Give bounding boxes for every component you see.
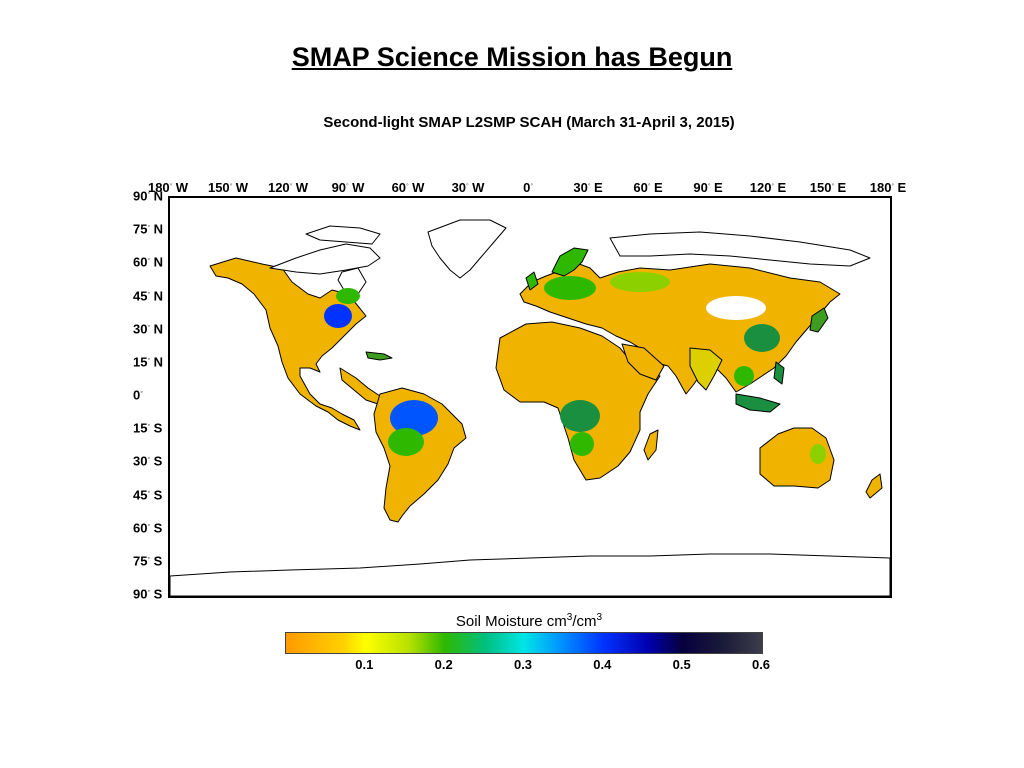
longitude-label-3: 90◦ W	[331, 180, 365, 195]
arctic-islands-outline	[305, 225, 381, 245]
longitude-label-4: 60◦ W	[391, 180, 425, 195]
greenland-outline	[427, 219, 507, 279]
colorbar-tick-4: 0.5	[672, 657, 691, 672]
longitude-label-8: 60◦ E	[633, 180, 663, 195]
wet-region-china	[744, 324, 780, 352]
madagascar-landmass	[643, 429, 659, 461]
colorbar-label-sup2: 3	[596, 612, 603, 623]
philippines	[773, 361, 785, 385]
latitude-label-7: 15◦ S	[133, 420, 163, 436]
latitude-label-4: 30◦ N	[133, 321, 163, 337]
longitude-label-0: 180◦ W	[147, 180, 189, 195]
latitude-label-3: 45◦ N	[133, 288, 163, 303]
colorbar-tick-1: 0.2	[434, 657, 453, 672]
soil-moisture-map	[168, 196, 892, 598]
colorbar-tick-0: 0.1	[355, 657, 374, 672]
canada-arctic-outline	[269, 243, 381, 275]
latitude-label-8: 30◦ S	[133, 453, 163, 469]
new-zealand	[865, 473, 883, 499]
latitude-label-11: 75◦ S	[133, 553, 163, 569]
colorbar-label-mid: /cm	[572, 613, 597, 630]
north-america-landmass	[209, 257, 367, 431]
wet-region-south-africa	[570, 432, 594, 456]
latitude-label-0: 90◦ N	[133, 188, 163, 204]
wet-region-eastern-us	[324, 304, 352, 328]
colorbar-label-sup1: 3	[566, 612, 573, 623]
latitude-label-2: 60◦ N	[133, 254, 163, 270]
desert-region-mongolia	[706, 296, 766, 320]
scandinavia-landmass	[551, 247, 589, 277]
wet-region-east-australia	[810, 444, 826, 464]
antarctica-outline	[170, 553, 890, 596]
longitude-label-6: 0◦	[523, 180, 533, 195]
world-map-svg	[170, 219, 890, 596]
latitude-label-10: 60◦ S	[133, 520, 163, 536]
longitude-label-2: 120◦ W	[267, 180, 309, 195]
colorbar-tick-2: 0.3	[513, 657, 533, 672]
wet-region-amazon	[390, 400, 438, 436]
slide-title: SMAP Science Mission has Begun	[291, 42, 733, 72]
british-isles	[525, 271, 539, 291]
longitude-label-12: 180◦ E	[869, 180, 907, 195]
latitude-label-5: 15◦ N	[133, 354, 163, 370]
colorbar-tick-3: 0.4	[593, 657, 612, 672]
latitude-label-12: 90◦ S	[133, 586, 163, 602]
latitude-label-9: 45◦ S	[133, 487, 163, 502]
longitude-label-5: 30◦ W	[451, 180, 485, 195]
longitude-label-11: 150◦ E	[809, 180, 847, 195]
wet-region-congo	[560, 400, 600, 432]
wet-region-europe	[544, 276, 596, 300]
wet-region-great-lakes	[336, 288, 360, 304]
australia-landmass	[759, 427, 835, 489]
india-landmass	[689, 347, 723, 391]
longitude-label-1: 150◦ W	[207, 180, 249, 195]
siberia-north-outline	[609, 231, 871, 267]
colorbar-label: Soil Moisture cm3/cm3	[0, 612, 1024, 630]
longitude-label-10: 120◦ E	[749, 180, 787, 195]
map-title: Second-light SMAP L2SMP SCAH (March 31-A…	[323, 114, 735, 131]
moderate-region-amazon-rim	[388, 428, 424, 456]
southeast-asia-islands	[735, 393, 781, 413]
longitude-label-7: 30◦ E	[573, 180, 603, 195]
colorbar-tick-5: 0.6	[751, 657, 771, 672]
japan	[809, 307, 829, 333]
central-america	[339, 367, 381, 405]
colorbar-label-text: Soil Moisture cm	[455, 613, 567, 630]
caribbean-islands	[365, 351, 393, 361]
wet-region-southeast-asia	[734, 366, 754, 386]
latitude-label-1: 75◦ N	[133, 221, 163, 237]
eurasia-landmass	[519, 261, 841, 395]
wet-region-siberia	[610, 272, 670, 292]
latitude-label-6: 0◦	[133, 387, 143, 403]
colorbar	[285, 632, 763, 654]
arabia-landmass	[621, 343, 665, 381]
longitude-label-9: 90◦ E	[693, 180, 723, 195]
